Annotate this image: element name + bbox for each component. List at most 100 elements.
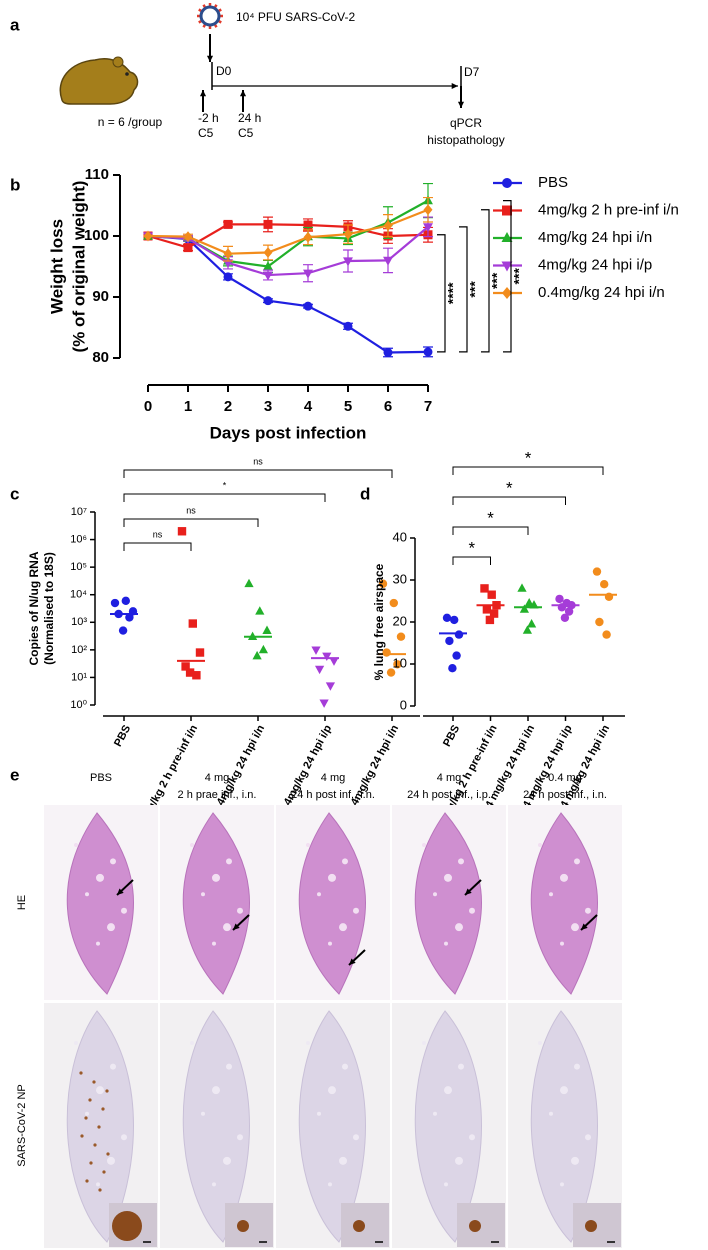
arrow-head (451, 82, 458, 90)
airway (433, 1111, 437, 1116)
significance-bracket (503, 200, 512, 353)
airway (458, 1063, 464, 1070)
y-tick-label: 20 (393, 613, 407, 628)
marker (303, 220, 313, 230)
marker (383, 348, 393, 358)
marker (501, 232, 513, 242)
marker (602, 630, 611, 639)
column-header: 4 mg (321, 772, 345, 784)
airway (342, 1063, 348, 1070)
marker (322, 652, 332, 662)
airway (574, 858, 580, 865)
airway (328, 873, 336, 882)
marker (489, 609, 499, 618)
significance-label: ns (186, 505, 196, 515)
x-tick-label: 2 (224, 398, 232, 415)
y-tick-label: 10⁷ (71, 506, 87, 518)
airway (560, 941, 564, 946)
airway (458, 858, 464, 865)
airway (585, 1134, 591, 1141)
marker (519, 604, 530, 613)
marker (592, 567, 602, 576)
airway (339, 1156, 347, 1165)
legend-label: 0.4mg/kg 24 hpi i/n (538, 284, 665, 301)
airway (237, 907, 243, 914)
stain (92, 1080, 96, 1084)
marker (501, 261, 513, 272)
y-axis-title: Copies of N/ug RNA (27, 551, 41, 665)
marker (223, 272, 233, 282)
inset-stain (112, 1211, 142, 1241)
significance-bracket (123, 469, 393, 478)
marker (343, 257, 353, 267)
treatment: C5 (238, 126, 254, 140)
y-tick-label: 30 (393, 571, 407, 586)
x-axis-title: Days post infection (210, 423, 367, 442)
marker (423, 204, 433, 216)
legend-label: 4mg/kg 24 hpi i/p (538, 256, 652, 273)
airway (107, 923, 115, 932)
y-tick-label: 10⁰ (70, 699, 87, 711)
airway (110, 1063, 116, 1070)
x-tick-label: PBS (441, 723, 462, 749)
significance-bracket (452, 466, 604, 475)
panel-label: e (10, 765, 19, 784)
panel-label: a (10, 15, 20, 34)
airway (237, 1134, 243, 1141)
column-header: PBS (90, 772, 112, 784)
marker (177, 527, 187, 536)
arrow-head (117, 888, 124, 895)
lung-section (66, 812, 134, 995)
airway (585, 907, 591, 914)
marker (386, 668, 396, 677)
stain (85, 1179, 89, 1183)
y-tick-label: 10² (71, 644, 87, 656)
y-axis-title: % lung free airspace (372, 563, 386, 680)
airway (110, 858, 116, 865)
x-tick-label: 5 (344, 398, 352, 415)
stain (79, 1071, 83, 1075)
marker (303, 301, 313, 311)
arrow-head (233, 923, 240, 930)
marker (564, 607, 574, 616)
marker (524, 598, 534, 607)
y-tick-label: 10³ (71, 616, 87, 628)
column-header: 24 h post inf., i.n. (523, 789, 607, 801)
lung-section (530, 1010, 598, 1243)
marker (183, 231, 193, 243)
row-header: HE (16, 895, 28, 910)
airway (444, 873, 452, 882)
marker (303, 269, 313, 279)
stain (88, 1098, 92, 1102)
airway (455, 923, 463, 932)
marker (188, 619, 197, 628)
marker (600, 580, 609, 589)
column-header: 4 mg (437, 772, 461, 784)
significance-label: **** (445, 282, 461, 304)
airway (223, 1156, 231, 1165)
series-line (147, 234, 429, 354)
arrow-head (581, 923, 588, 930)
x-tick-label: 6 (384, 398, 392, 415)
marker (263, 247, 273, 258)
airway (96, 1182, 100, 1187)
stain (97, 1125, 101, 1129)
airway (85, 1111, 89, 1116)
arrow-head (239, 90, 247, 97)
airway (574, 1063, 580, 1070)
significance-bracket (452, 526, 529, 535)
airway (226, 1063, 232, 1070)
airway (121, 1134, 127, 1141)
marker (303, 231, 313, 243)
airway (190, 843, 194, 847)
airway (571, 1156, 579, 1165)
marker (595, 617, 604, 627)
significance-bracket (452, 556, 491, 565)
significance-label: * (506, 478, 513, 497)
stain (98, 1188, 102, 1192)
hamster-ear (112, 56, 124, 68)
airway (306, 843, 310, 847)
airway (342, 858, 348, 865)
marker (423, 347, 433, 357)
